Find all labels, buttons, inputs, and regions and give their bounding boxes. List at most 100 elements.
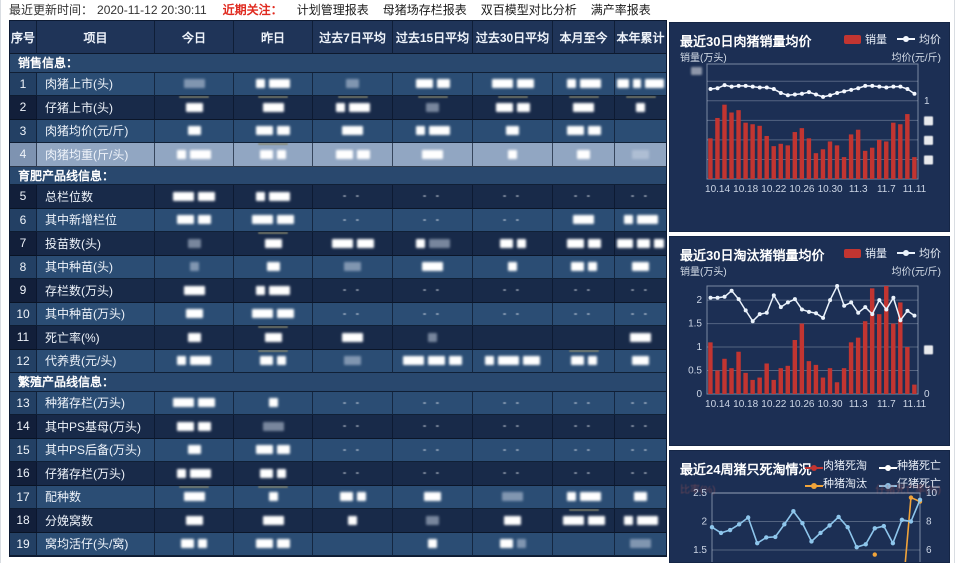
value-cell: - -: [393, 302, 473, 326]
redacted-value: [348, 515, 357, 525]
row-number: 11: [10, 326, 37, 350]
svg-text:11.7: 11.7: [877, 184, 896, 195]
redacted-value: [335, 102, 345, 112]
value-cell: - -: [615, 462, 666, 486]
redacted-value: [256, 191, 265, 201]
value-cell: [155, 96, 234, 120]
death-cull-line-chart: 2.5 2 1.5 10 8 6: [693, 488, 938, 562]
update-time-value: 2020-11-12 20:30:11: [97, 2, 207, 17]
redacted-value: [587, 515, 605, 525]
value-cell: - -: [393, 391, 473, 415]
value-cell: [615, 509, 666, 533]
value-cell: [313, 232, 393, 256]
redacted-value: [637, 238, 651, 248]
value-cell: [615, 208, 666, 232]
value-cell: [155, 509, 234, 533]
svg-text:1.5: 1.5: [688, 319, 702, 330]
redacted-value: [256, 79, 265, 89]
svg-text:0: 0: [696, 389, 702, 400]
tab-double-hundred-model-compare[interactable]: 双百模型对比分析: [480, 3, 577, 17]
redacted-value: [264, 238, 282, 248]
redacted-value: [187, 126, 201, 136]
row-number: 17: [10, 485, 37, 509]
value-cell: - -: [615, 438, 666, 462]
table-row[interactable]: 11 死亡率(%): [10, 326, 666, 350]
table-row[interactable]: 12 代养费(元/头): [10, 349, 666, 373]
table-row[interactable]: 9 存栏数(万头) - -- -- -- -- -: [10, 279, 666, 303]
redacted-value: [630, 332, 651, 342]
legend-label: 销量: [865, 34, 887, 46]
table-row[interactable]: 1 肉猪上市(头): [10, 72, 666, 96]
redacted-value: [189, 262, 199, 272]
value-cell: [615, 72, 666, 96]
table-row[interactable]: 5 总栏位数 - -- -- -- -- -: [10, 185, 666, 209]
value-cell: [313, 72, 393, 96]
svg-text:2: 2: [696, 295, 702, 306]
tab-plan-report[interactable]: 计划管理报表: [296, 3, 369, 17]
redacted-value: [428, 238, 450, 248]
table-row[interactable]: 13 种猪存栏(万头) - -- -- -- -- -: [10, 391, 666, 415]
redacted-value: [428, 126, 450, 136]
redacted-value: [198, 215, 211, 225]
redacted-value: [173, 191, 194, 201]
redacted-value: [508, 262, 517, 272]
redacted-value: [428, 539, 437, 549]
redacted-value: [252, 309, 273, 319]
table-row[interactable]: 4 肉猪均重(斤/头): [10, 143, 666, 167]
value-cell: [313, 96, 393, 120]
table-row[interactable]: 2 仔猪上市(头): [10, 96, 666, 120]
value-cell: [155, 438, 234, 462]
redacted-value: [426, 515, 439, 525]
redacted-value: [266, 262, 280, 272]
column-header: 本年累计: [615, 21, 666, 54]
table-row[interactable]: 6 其中新增栏位 - -- -- -: [10, 208, 666, 232]
legend-item-均价[interactable]: 均价: [897, 31, 941, 47]
svg-text:10.26: 10.26: [789, 399, 814, 410]
value-cell: - -: [313, 279, 393, 303]
redacted-value: [356, 149, 370, 159]
table-row[interactable]: 17 配种数: [10, 485, 666, 509]
value-cell: - -: [473, 415, 553, 439]
redacted-value: [579, 492, 601, 502]
row-number: 4: [10, 143, 37, 167]
table-row[interactable]: 19 窝均活仔(头/窝): [10, 532, 666, 556]
value-cell: - -: [615, 279, 666, 303]
redacted-value: [415, 79, 433, 89]
tab-full-capacity-report[interactable]: 满产率报表: [590, 3, 651, 17]
legend-item-销量[interactable]: 销量: [844, 245, 887, 261]
table-row[interactable]: 10 其中种苗(万头) - -- -- -- -- -: [10, 302, 666, 326]
value-cell: - -: [313, 391, 393, 415]
table-row[interactable]: 14 其中PS基母(万头) - -- -- -- -- -: [10, 415, 666, 439]
legend-item-均价[interactable]: 均价: [897, 245, 941, 261]
redacted-value: [256, 445, 273, 455]
redacted-value: [623, 215, 633, 225]
value-cell: - -: [393, 438, 473, 462]
row-number: 7: [10, 232, 37, 256]
table-row[interactable]: 7 投苗数(头): [10, 232, 666, 256]
row-item-label: 窝均活仔(头/窝): [37, 532, 155, 556]
table-row[interactable]: 16 仔猪存栏(万头) - -- -- -- -- -: [10, 462, 666, 486]
tab-sow-farm-inventory-report[interactable]: 母猪场存栏报表: [382, 3, 467, 17]
value-cell: - -: [473, 279, 553, 303]
table-row[interactable]: 15 其中PS后备(万头) - -- -- -- -- -: [10, 438, 666, 462]
svg-text:0.5: 0.5: [688, 366, 702, 377]
value-cell: [155, 391, 234, 415]
legend-item-销量[interactable]: 销量: [844, 31, 887, 47]
table-row[interactable]: 8 其中种苗(头): [10, 255, 666, 279]
value-cell: [155, 232, 234, 256]
legend-item-种猪淘汰[interactable]: 种猪淘汰: [805, 475, 867, 491]
table-row[interactable]: 18 分娩窝数: [10, 509, 666, 533]
y-left-axis-label: 销量(万头): [680, 53, 727, 64]
redacted-value: [277, 539, 290, 549]
value-cell: [615, 326, 666, 350]
legend-item-肉猪死淘[interactable]: 肉猪死淘: [805, 457, 867, 473]
legend-item-种猪死亡[interactable]: 种猪死亡: [879, 457, 941, 473]
value-cell: [155, 279, 234, 303]
redacted-value: [632, 79, 641, 89]
table-row[interactable]: 3 肉猪均价(元/斤): [10, 119, 666, 143]
legend-item-仔猪死亡[interactable]: 仔猪死亡: [879, 475, 941, 491]
value-cell: [615, 349, 666, 373]
redacted-value: [256, 539, 273, 549]
redacted-value: [339, 492, 353, 502]
chart-panel-death-cull: 最近24周猪只死淘情况 肉猪死淘 种猪死亡 种猪淘汰 仔猪死亡 比率(%) 仔猪死亡率…: [669, 450, 950, 563]
